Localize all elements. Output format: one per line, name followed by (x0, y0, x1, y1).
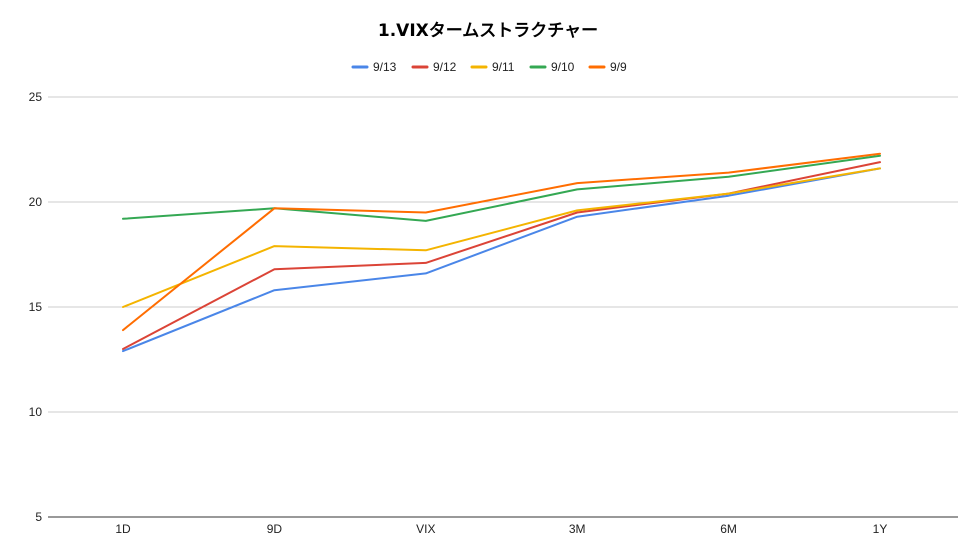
chart-title: 1.VIXタームストラクチャー (378, 21, 598, 41)
x-tick-label: 6M (720, 522, 737, 536)
legend-item: 9/12 (411, 60, 457, 74)
legend-item: 9/13 (351, 60, 397, 74)
series-lines (122, 152, 881, 353)
legend-label: 9/11 (492, 60, 515, 74)
series-line-9-12 (122, 161, 881, 350)
legend-item: 9/10 (529, 60, 575, 74)
legend: 9/13 9/12 9/11 9/10 9/9 (351, 60, 627, 74)
legend-label: 9/10 (551, 60, 575, 74)
series-line-9-11 (122, 167, 881, 308)
x-tick-label: 3M (569, 522, 586, 536)
series-line-9-9 (122, 152, 881, 332)
y-tick-label: 15 (29, 300, 43, 314)
legend-item: 9/9 (588, 60, 627, 74)
legend-label: 9/12 (433, 60, 457, 74)
x-axis-ticks: 1D 9D VIX 3M 6M 1Y (115, 522, 887, 536)
x-tick-label: 1D (115, 522, 131, 536)
legend-item: 9/11 (470, 60, 515, 74)
legend-label: 9/13 (373, 60, 397, 74)
x-tick-label: 9D (267, 522, 283, 536)
y-tick-label: 25 (29, 90, 43, 104)
series-line-9-13 (122, 167, 881, 353)
legend-label: 9/9 (610, 60, 627, 74)
x-tick-label: VIX (416, 522, 435, 536)
y-axis-ticks: 5 10 15 20 25 (29, 90, 43, 524)
y-tick-label: 5 (35, 510, 42, 524)
gridlines (48, 96, 958, 518)
y-tick-label: 10 (29, 405, 43, 419)
x-tick-label: 1Y (873, 522, 888, 536)
y-tick-label: 20 (29, 195, 43, 209)
series-line-9-10 (122, 154, 881, 222)
